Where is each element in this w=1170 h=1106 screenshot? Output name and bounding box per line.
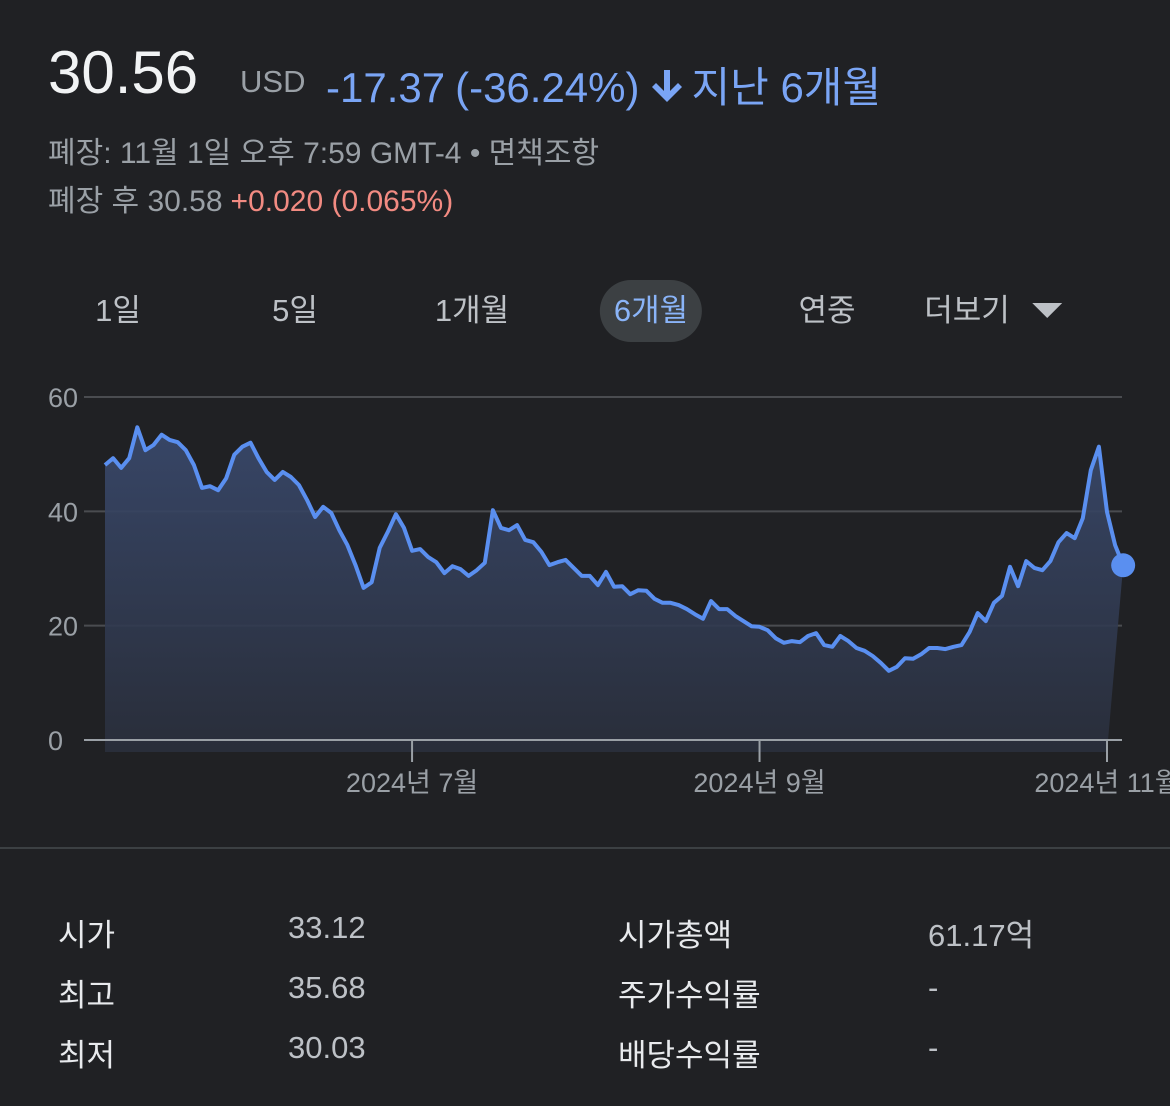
currency: USD [240,64,306,99]
price-line [103,425,1126,673]
y-tick-label: 40 [48,497,78,527]
period: 지난 6개월 [691,64,882,111]
range-tab[interactable]: 6개월 [599,280,703,342]
change: -17.37 (-36.24%) 지난 6개월 [326,54,891,115]
change-percent: (-36.24%) [455,64,640,111]
y-tick-label: 20 [48,612,78,642]
y-tick-label: 0 [48,726,63,756]
stat-label: 주가수익률 [618,978,761,1013]
range-tab[interactable]: 더보기 [910,280,1076,342]
stat-label: 시가총액 [618,918,733,953]
stat-label: 시가 [58,918,116,953]
stat-label: 최저 [58,1038,116,1073]
tab-label[interactable]: 5일 [272,293,318,328]
change-value: -17.37 [326,64,446,111]
x-tick-label: 2024년 11월 [1034,768,1170,798]
stat-label: 배당수익률 [618,1038,761,1073]
stat-value: - [928,1030,939,1065]
stat-value: 33.12 [288,910,366,945]
range-tab[interactable]: 연중 [784,280,869,342]
stat-value: 35.68 [288,970,366,1005]
price: 30.56 [48,39,199,106]
range-tab[interactable]: 1일 [81,280,155,342]
stat-value: - [928,970,939,1005]
tab-label[interactable]: 1개월 [434,293,510,328]
after-hours-change: +0.020 (0.065%) [230,185,454,218]
tab-label[interactable]: 1일 [95,293,141,328]
tab-label[interactable]: 6개월 [613,293,689,328]
dropdown-arrow[interactable] [1031,303,1062,319]
range-tab[interactable]: 1개월 [421,280,523,342]
down-arrow [651,70,682,102]
after-hours: 폐장 후 30.58 +0.020 (0.065%) [48,176,453,220]
after-hours-price: 폐장 후 30.58 [48,185,223,218]
divider [0,847,1170,849]
area [105,427,1124,752]
close-info: 폐장: 11월 1일 오후 7:59 GMT-4 • 면책조항 [48,137,600,170]
tab-label[interactable]: 더보기 [924,293,1010,328]
stat-value: 61.17억 [928,918,1035,953]
stat-label: 최고 [58,978,116,1013]
last-point [1111,553,1136,578]
y-tick-label: 60 [48,383,78,413]
chart: 0 20 40 60 2024년 7월 2024년 9월 2024년 11월 [48,383,1170,798]
x-tick-label: 2024년 7월 [346,768,478,798]
range-tab[interactable]: 5일 [258,280,332,342]
stat-value: 30.03 [288,1030,366,1065]
tab-label[interactable]: 연중 [798,293,856,328]
x-tick-label: 2024년 9월 [693,768,825,798]
